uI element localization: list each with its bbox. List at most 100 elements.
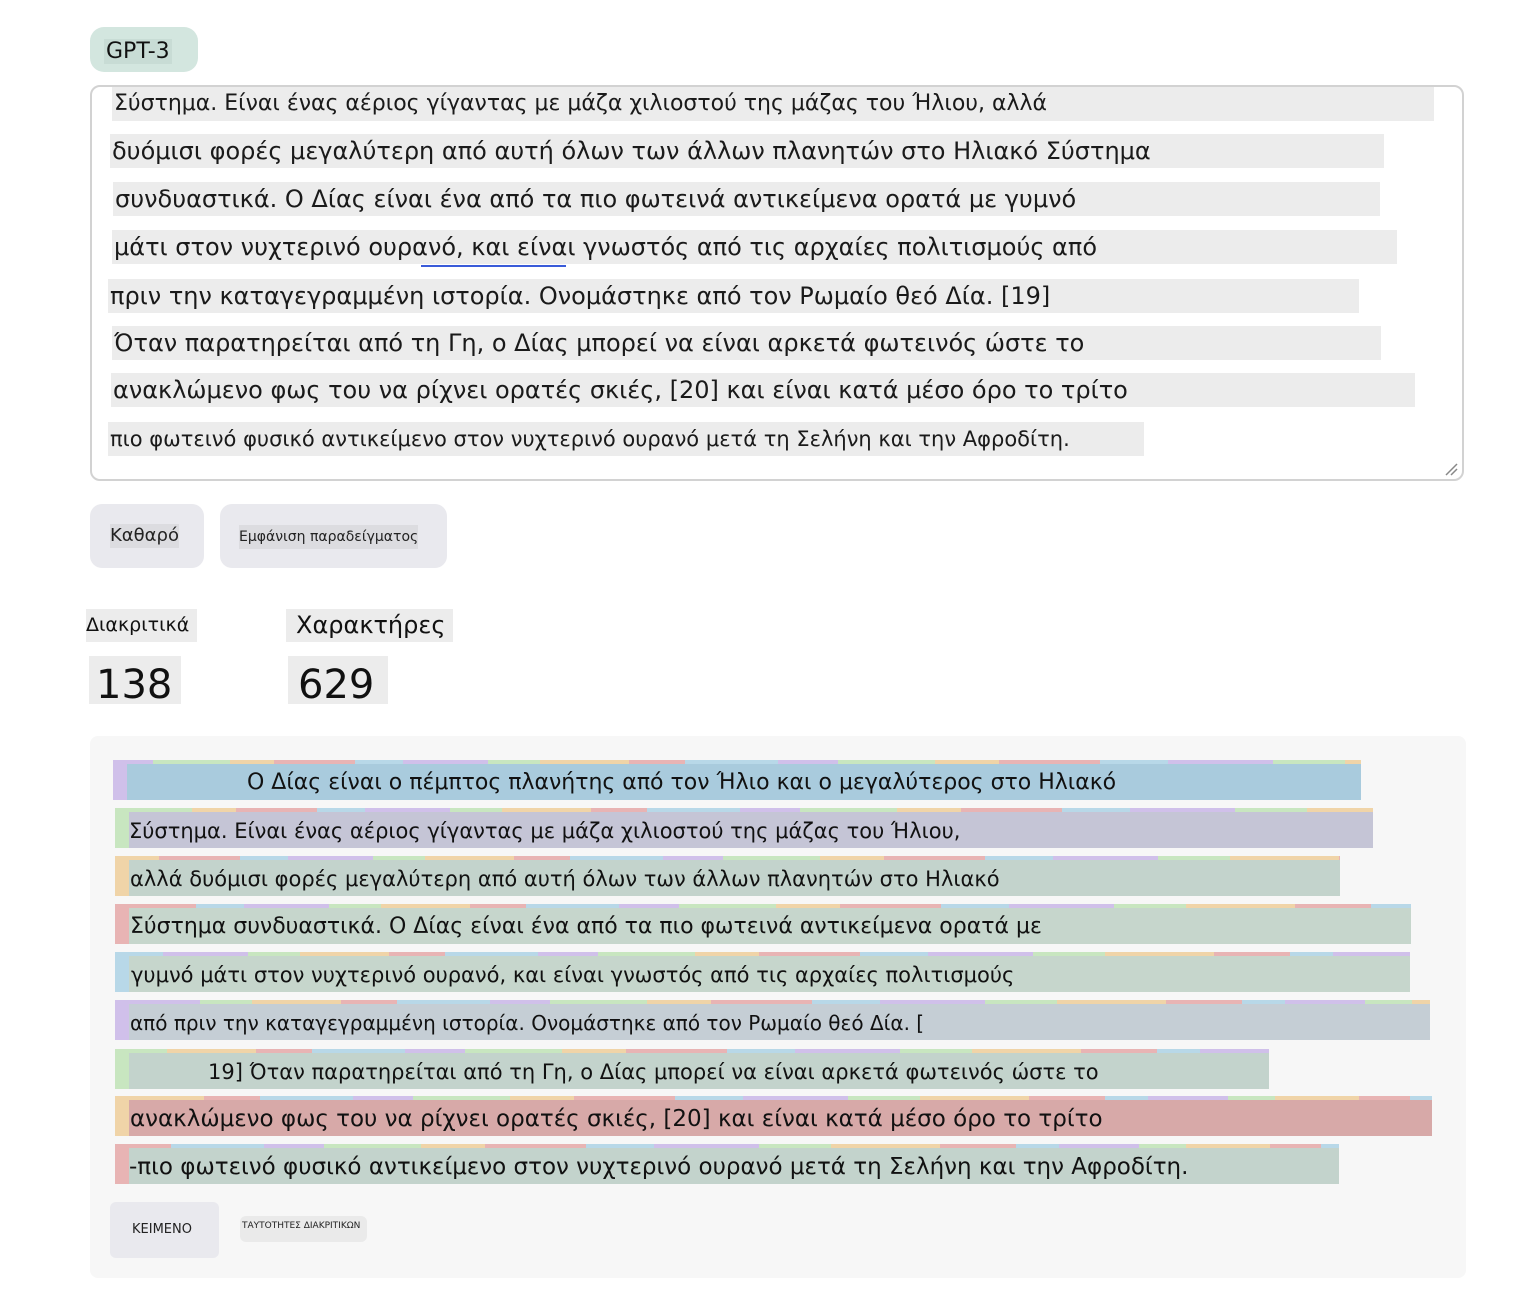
view-text-label: ΚΕΙΜΕΝΟ <box>132 1222 192 1237</box>
token-color-segment <box>685 760 778 766</box>
token-line: Σύστημα συνδυαστικά. Ο Δίας είναι ένα απ… <box>115 908 1411 944</box>
token-color-segment <box>1307 808 1373 814</box>
token-color-segment <box>1016 1144 1059 1150</box>
token-color-segment <box>759 1144 831 1150</box>
token-color-segment <box>1412 1000 1430 1006</box>
token-color-strip <box>115 904 1411 910</box>
token-color-segment <box>619 904 679 910</box>
spellcheck-underline <box>421 265 566 267</box>
token-color-segment <box>880 1000 985 1006</box>
token-color-segment <box>502 808 591 814</box>
token-color-segment <box>153 760 230 766</box>
show-example-button[interactable]: Εμφάνιση παραδείγματος <box>220 504 447 568</box>
token-color-segment <box>1114 904 1186 910</box>
token-color-segment <box>1371 904 1411 910</box>
token-color-segment <box>397 1000 490 1006</box>
model-tab-gpt3[interactable]: GPT-3 <box>90 27 198 72</box>
clear-button-label: Καθαρό <box>110 524 179 548</box>
token-color-segment <box>274 760 355 766</box>
token-color-segment <box>192 808 236 814</box>
first-token-marker <box>115 1100 129 1136</box>
token-line-text: 19] Όταν παρατηρείται από τη Γη, ο Δίας … <box>208 1060 1099 1084</box>
token-color-segment <box>795 1049 900 1055</box>
token-color-segment <box>236 808 317 814</box>
token-color-segment <box>1235 808 1307 814</box>
token-color-segment <box>465 1049 562 1055</box>
input-text-line: συνδυαστικά. Ο Δίας είναι ένα από τα πιο… <box>113 182 1380 216</box>
token-color-segment <box>598 952 695 958</box>
token-color-segment <box>488 760 540 766</box>
token-color-segment <box>353 1096 413 1102</box>
token-line-text: -πιο φωτεινό φυσικό αντικείμενο στον νυχ… <box>129 1154 1189 1180</box>
token-color-segment <box>1359 1096 1410 1102</box>
token-color-segment <box>421 1144 485 1150</box>
token-color-segment <box>897 808 961 814</box>
token-color-segment <box>1100 760 1168 766</box>
token-color-segment <box>1333 952 1410 958</box>
token-color-segment <box>510 1096 574 1102</box>
view-text-button[interactable]: ΚΕΙΜΕΝΟ <box>110 1202 219 1258</box>
token-color-segment <box>1345 760 1361 766</box>
token-color-segment <box>264 1144 324 1150</box>
token-color-segment <box>200 1000 252 1006</box>
token-color-segment <box>252 1000 341 1006</box>
first-token-marker <box>115 956 129 992</box>
token-line-text: Σύστημα συνδυαστικά. Ο Δίας είναι ένα απ… <box>130 914 1042 939</box>
token-color-segment <box>1285 1000 1365 1006</box>
token-color-segment <box>972 1049 1081 1055</box>
first-token-marker <box>115 812 129 848</box>
token-color-segment <box>1033 952 1105 958</box>
token-color-segment <box>647 1000 711 1006</box>
input-text-line: Σύστημα. Είναι ένας αέριος γίγαντας με μ… <box>112 87 1434 121</box>
token-color-segment <box>1148 1096 1228 1102</box>
token-color-segment <box>413 1096 510 1102</box>
token-color-segment <box>626 1049 727 1055</box>
token-line-text: αλλά δυόμισι φορές μεγαλύτερη από αυτή ό… <box>130 867 1000 891</box>
token-color-segment <box>115 904 196 910</box>
view-token-ids-button[interactable]: ΤΑΥΤΟΤΗΤΕΣ ΔΙΑΚΡΙΤΙΚΩΝ <box>240 1216 367 1242</box>
token-color-segment <box>373 856 425 862</box>
token-color-segment <box>230 760 274 766</box>
token-color-segment <box>1057 1000 1166 1006</box>
token-color-segment <box>1295 904 1371 910</box>
tokens-label: Διακριτικά <box>86 609 197 642</box>
token-color-segment <box>663 856 723 862</box>
token-line-text: Ο Δίας είναι ο πέμπτος πλανήτης από τον … <box>247 770 1117 795</box>
token-line-text: γυμνό μάτι στον νυχτερινό ουρανό, και εί… <box>131 963 1015 987</box>
token-line: γυμνό μάτι στον νυχτερινό ουρανό, και εί… <box>115 956 1410 992</box>
token-color-segment <box>723 856 820 862</box>
token-color-segment <box>570 856 663 862</box>
token-color-segment <box>115 1096 204 1102</box>
token-color-segment <box>256 1049 312 1055</box>
token-color-segment <box>647 808 740 814</box>
token-color-segment <box>985 1000 1057 1006</box>
resize-handle-icon[interactable] <box>1444 462 1458 476</box>
input-text-line: πριν την καταγεγραμμένη ιστορία. Ονομάστ… <box>108 279 1359 313</box>
token-color-segment <box>248 952 300 958</box>
token-color-strip <box>115 856 1340 862</box>
token-line: Ο Δίας είναι ο πέμπτος πλανήτης από τον … <box>113 764 1361 800</box>
token-color-segment <box>727 1049 795 1055</box>
token-color-segment <box>113 760 153 766</box>
token-color-segment <box>450 808 502 814</box>
token-color-segment <box>1059 1144 1139 1150</box>
token-line: ανακλώμενο φως του να ρίχνει ορατές σκιέ… <box>115 1100 1432 1136</box>
token-color-segment <box>840 904 941 910</box>
token-line-text: από πριν την καταγεγραμμένη ιστορία. Ονο… <box>130 1011 925 1035</box>
token-color-segment <box>935 760 999 766</box>
token-color-segment <box>1009 904 1114 910</box>
token-color-segment <box>115 1000 200 1006</box>
token-color-segment <box>675 1096 743 1102</box>
token-color-segment <box>317 808 365 814</box>
token-line: από πριν την καταγεγραμμένη ιστορία. Ονο… <box>115 1004 1430 1040</box>
token-color-segment <box>540 760 629 766</box>
token-color-segment <box>485 1144 586 1150</box>
token-color-segment <box>848 1096 920 1102</box>
token-color-segment <box>1029 1096 1105 1102</box>
token-color-segment <box>562 1049 626 1055</box>
token-color-segment <box>776 904 840 910</box>
token-color-segment <box>167 1049 256 1055</box>
token-color-segment <box>244 904 329 910</box>
token-color-segment <box>941 904 1009 910</box>
clear-button[interactable]: Καθαρό <box>90 504 204 568</box>
